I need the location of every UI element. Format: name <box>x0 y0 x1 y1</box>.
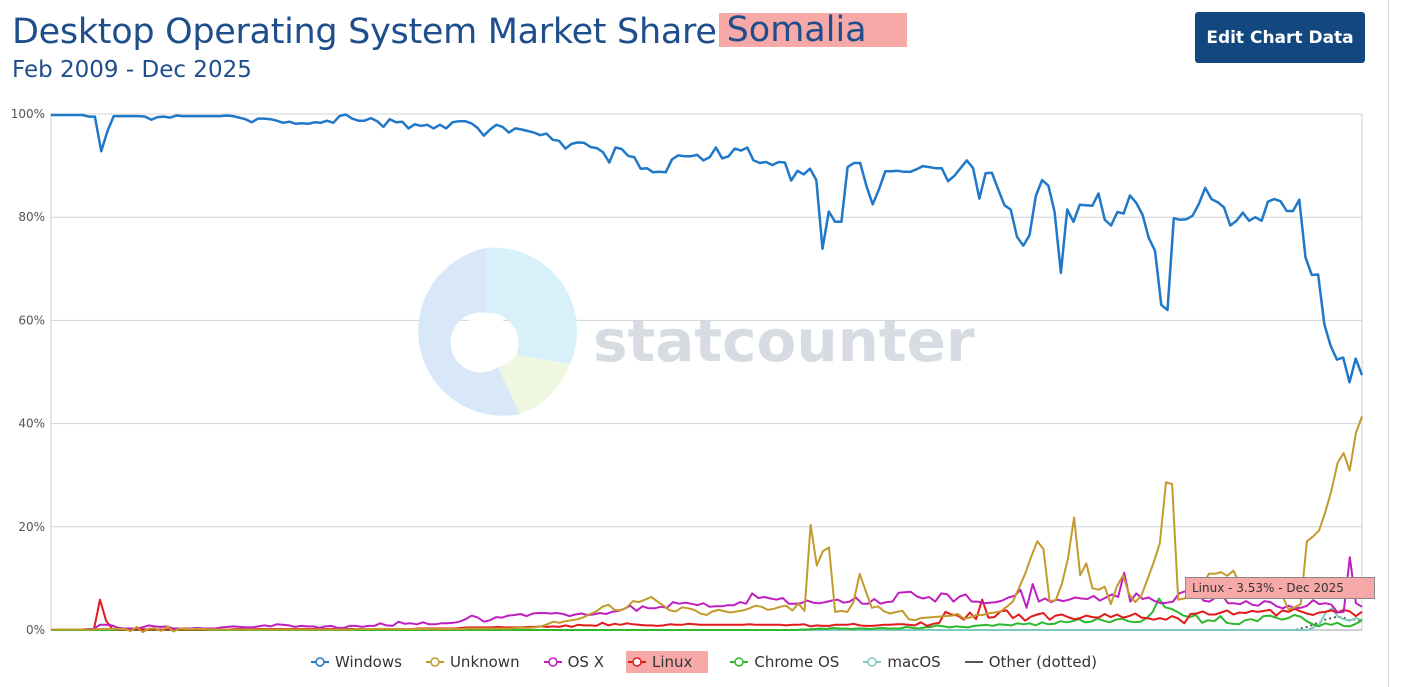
series-line-os-x[interactable] <box>51 556 1363 631</box>
legend-label: Unknown <box>449 653 520 671</box>
legend-item-os-x[interactable]: OS X <box>542 651 606 673</box>
y-tick-label: 20% <box>18 520 45 534</box>
y-tick-label: 60% <box>18 313 45 327</box>
legend-circle-icon <box>543 657 562 667</box>
region-label: Somalia <box>718 13 907 48</box>
chart-legend: Windows Unknown OS X Linux Chrome OS macOS Oth… <box>0 651 1408 673</box>
legend-label: Linux <box>651 653 693 671</box>
y-axis-labels: 0% 20% 40% 60% 80% 100% <box>11 107 45 637</box>
watermark-slice-blue <box>418 248 520 416</box>
statcounter-watermark: statcounter <box>418 247 975 416</box>
legend-item-other-dotted[interactable]: Other (dotted) <box>963 651 1099 673</box>
legend-item-macos[interactable]: macOS <box>861 651 942 673</box>
watermark-slice-cyan <box>486 247 578 364</box>
legend-circle-icon <box>310 657 329 667</box>
series-line-windows[interactable] <box>51 113 1364 384</box>
tooltip-linux: Linux - 3.53% - Dec 2025 <box>1185 577 1375 599</box>
date-range-subtitle: Feb 2009 - Dec 2025 <box>12 57 252 83</box>
line-chart[interactable]: statcounter 0% 20% 40% 60% 80% 100% <box>0 96 1408 646</box>
legend-label: Chrome OS <box>754 653 840 671</box>
chart-title: Desktop Operating System Market Share Som… <box>12 10 907 54</box>
legend-item-windows[interactable]: Windows <box>309 651 404 673</box>
y-tick-label: 100% <box>11 107 45 121</box>
legend-label: Windows <box>334 653 402 671</box>
legend-label: macOS <box>887 653 941 671</box>
y-tick-label: 80% <box>18 210 45 224</box>
title-text: Desktop Operating System Market Share <box>12 12 717 52</box>
watermark-hole <box>460 314 512 366</box>
watermark-slice-yellow <box>498 355 570 414</box>
plot-area <box>50 113 1363 631</box>
legend-item-chrome-os[interactable]: Chrome OS <box>728 651 841 673</box>
legend-item-linux[interactable]: Linux <box>625 651 709 673</box>
legend-circle-icon <box>627 657 646 667</box>
edit-chart-data-button[interactable]: Edit Chart Data <box>1195 12 1365 63</box>
legend-item-unknown[interactable]: Unknown <box>424 651 522 673</box>
watermark-text: statcounter <box>593 307 975 375</box>
series-lines <box>51 113 1364 634</box>
legend-circle-icon <box>863 657 882 667</box>
legend-label: Other (dotted) <box>988 653 1097 671</box>
y-tick-label: 0% <box>26 623 45 637</box>
legend-circle-icon <box>730 657 749 667</box>
y-tick-label: 40% <box>18 417 45 431</box>
legend-circle-icon <box>425 657 444 667</box>
series-line-unknown[interactable] <box>51 416 1363 634</box>
legend-line-icon <box>964 661 983 663</box>
page-edge-rule <box>1388 0 1389 687</box>
legend-label: OS X <box>567 653 604 671</box>
